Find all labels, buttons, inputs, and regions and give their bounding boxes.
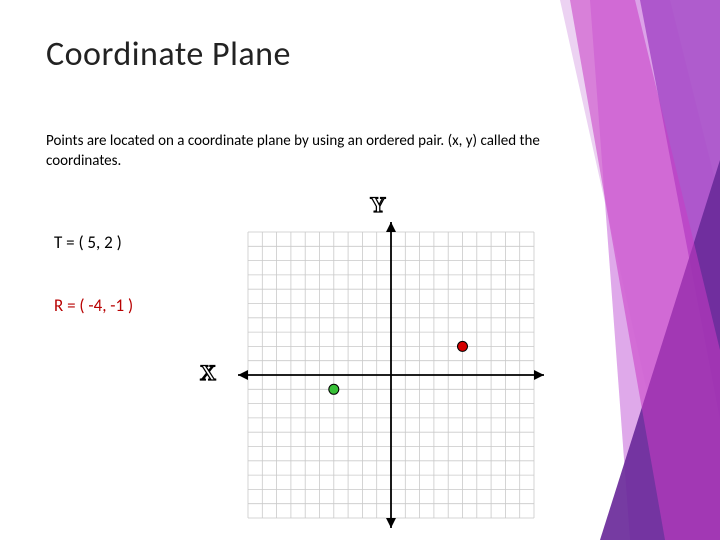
point-r [329,384,339,394]
description-text: Points are located on a coordinate plane… [46,131,606,172]
x-axis-label: X [200,360,216,386]
slide: Coordinate Plane Points are located on a… [0,0,720,540]
content-area: Coordinate Plane Points are located on a… [0,0,720,206]
page-title: Coordinate Plane [46,34,674,75]
point-label-t: T = ( 5, 2 ) [54,232,133,253]
point-labels-block: T = ( 5, 2 ) R = ( -4, -1 ) [54,232,133,358]
point-t [458,341,468,351]
coordinate-grid [236,220,546,530]
point-label-r: R = ( -4, -1 ) [54,295,133,316]
grid-svg [236,220,546,530]
